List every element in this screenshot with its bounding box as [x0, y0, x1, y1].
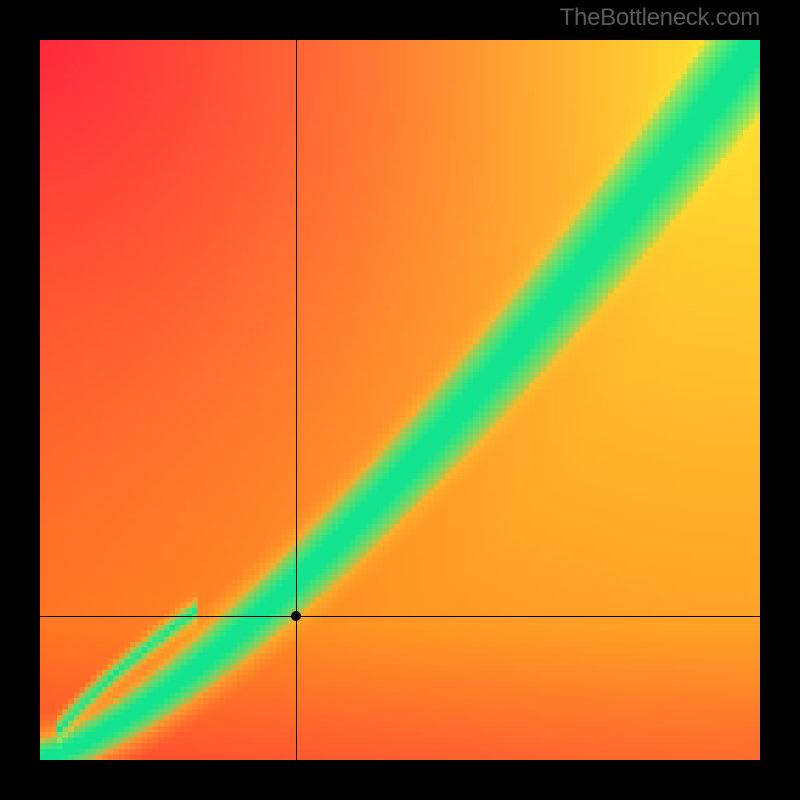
crosshair-marker-dot — [291, 611, 301, 621]
crosshair-horizontal — [40, 616, 760, 617]
heatmap-plot — [40, 40, 760, 760]
crosshair-vertical — [296, 40, 297, 760]
watermark-text: TheBottleneck.com — [560, 4, 760, 32]
heatmap-canvas — [40, 40, 760, 760]
